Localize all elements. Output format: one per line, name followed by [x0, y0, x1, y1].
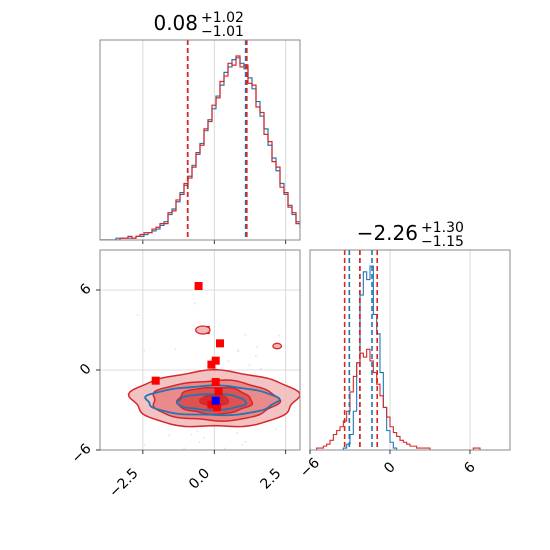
red-square-marker [151, 376, 160, 385]
sample-dot [136, 314, 139, 317]
red-square-marker [211, 378, 220, 386]
sample-dot [244, 441, 247, 444]
panel-frame [309, 249, 511, 451]
y-tick-label: 6 [77, 281, 95, 299]
panel-frame [99, 39, 301, 241]
panel-title-value: 0.08 [153, 11, 198, 35]
y-tick-label: 0 [77, 361, 95, 379]
sample-dot [143, 443, 146, 446]
histogram-red [100, 55, 300, 240]
sample-dot [219, 460, 221, 462]
red-square-marker [211, 356, 220, 365]
sample-dot [168, 434, 171, 437]
x-tick-label: 0.0 [186, 466, 213, 493]
x-tick-label: 6 [461, 459, 479, 477]
y-tick-label: −6 [69, 441, 95, 467]
red-square-marker [214, 387, 223, 396]
sample-dot [254, 355, 257, 358]
red-square-marker [216, 339, 224, 348]
x-tick-label: 2.5 [257, 466, 284, 493]
sample-dot [193, 302, 196, 305]
sample-dot [143, 349, 146, 352]
marginal-panel-param2: −6 0 6 −2.26 +1.30−1.15 [297, 220, 511, 481]
red-square-marker [213, 403, 222, 412]
panel-title-lower: −1.15 [421, 234, 464, 250]
panel-title-upper: +1.30 [421, 220, 464, 236]
sample-dot [236, 432, 239, 435]
sample-dot [237, 348, 240, 351]
sample-dot [174, 348, 177, 351]
red-square-marker [207, 360, 216, 369]
sample-dot [305, 360, 307, 362]
blue-contours [144, 384, 281, 417]
contour-line-blue [175, 393, 248, 412]
sample-dot [215, 367, 218, 370]
red-square-marker [194, 282, 203, 290]
x-tick-label: 0 [381, 459, 399, 477]
sample-dot [202, 436, 205, 439]
sample-dot [198, 440, 201, 443]
sample-dot [274, 428, 277, 431]
sample-dot [278, 334, 281, 337]
contour-island [195, 325, 211, 335]
sample-dot [260, 367, 263, 370]
sample-dot [223, 447, 226, 450]
sample-dot [183, 447, 186, 450]
sample-dot [237, 350, 240, 353]
panel-frame [99, 249, 301, 451]
x-tick-label: −6 [297, 455, 323, 481]
sample-dot [227, 360, 230, 363]
histogram-blue [310, 265, 510, 450]
sample-dot [256, 345, 259, 348]
sample-dot [196, 430, 199, 433]
sample-dot [248, 364, 251, 367]
marginal-panel-param1: 0.08 +1.02−1.01 [99, 10, 301, 244]
blue-square-marker [211, 396, 220, 405]
contour-line-blue [144, 384, 281, 417]
sample-dot [241, 443, 244, 446]
panel-title-upper: +1.02 [201, 10, 244, 26]
histogram-red [310, 348, 510, 450]
contour-island [272, 342, 283, 350]
panel-title-value: −2.26 [357, 221, 418, 245]
panel-title-lower: −1.01 [201, 24, 244, 40]
sample-dot [190, 433, 193, 436]
sample-dot [209, 359, 212, 362]
sample-dot [244, 333, 247, 336]
x-tick-label: −2.5 [106, 466, 141, 501]
red-square-marker [207, 400, 216, 409]
